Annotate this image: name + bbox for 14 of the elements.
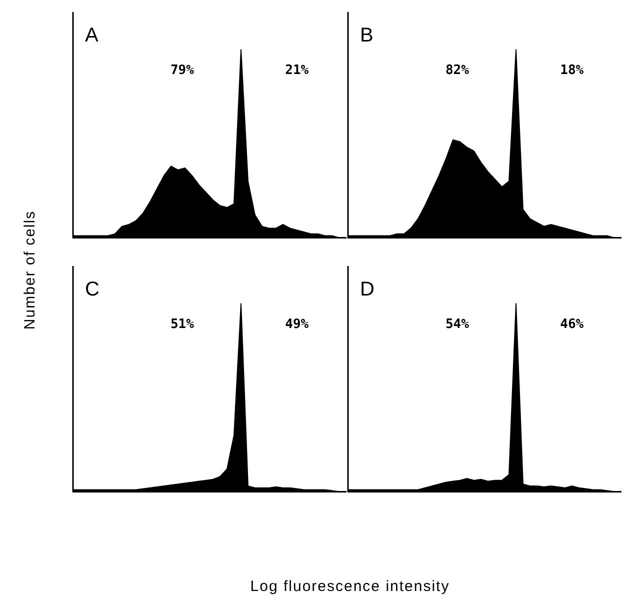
annotation: 46% [560, 316, 584, 332]
annotation: 79% [170, 62, 194, 78]
chart-title: A [85, 24, 99, 47]
annotation: 49% [285, 316, 309, 332]
chart-title: B [360, 24, 374, 47]
chart-title: C [85, 278, 100, 301]
x-axis-title: Log fluorescence intensity [250, 578, 450, 595]
annotation: 51% [170, 316, 194, 332]
y-axis-title: Number of cells [22, 210, 38, 330]
annotation: 82% [445, 62, 470, 78]
annotation: 54% [445, 316, 470, 332]
annotation: 21% [285, 62, 309, 78]
annotation: 18% [560, 62, 584, 78]
chart-title: D [360, 278, 374, 301]
